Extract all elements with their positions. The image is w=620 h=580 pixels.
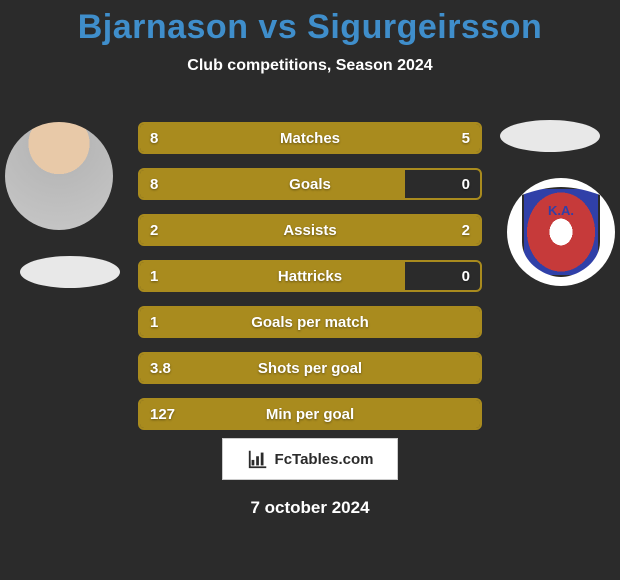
stat-label: Hattricks xyxy=(140,262,480,290)
stat-label: Goals per match xyxy=(140,308,480,336)
player-left-flag xyxy=(20,256,120,288)
stat-row: 2Assists2 xyxy=(138,214,482,246)
chart-icon xyxy=(247,448,269,470)
player-right-flag xyxy=(500,120,600,152)
stat-value-right: 0 xyxy=(462,262,470,290)
date-label: 7 october 2024 xyxy=(0,498,620,518)
stat-label: Min per goal xyxy=(140,400,480,428)
page-title: Bjarnason vs Sigurgeirsson xyxy=(0,0,620,47)
stat-row: 8Goals0 xyxy=(138,168,482,200)
subtitle: Club competitions, Season 2024 xyxy=(0,57,620,75)
stat-value-right: 0 xyxy=(462,170,470,198)
stat-label: Goals xyxy=(140,170,480,198)
stat-label: Assists xyxy=(140,216,480,244)
stat-label: Shots per goal xyxy=(140,354,480,382)
stat-row: 1Goals per match xyxy=(138,306,482,338)
stat-value-right: 5 xyxy=(462,124,470,152)
stat-row: 127Min per goal xyxy=(138,398,482,430)
brand-badge: FcTables.com xyxy=(222,438,398,480)
club-shield-icon xyxy=(522,187,600,277)
stat-label: Matches xyxy=(140,124,480,152)
player-right-club-badge xyxy=(507,178,615,286)
stat-value-right: 2 xyxy=(462,216,470,244)
brand-label: FcTables.com xyxy=(275,451,374,468)
stat-row: 8Matches5 xyxy=(138,122,482,154)
comparison-bars: 8Matches5 8Goals0 2Assists2 1Hattricks0 1Goa… xyxy=(138,122,482,444)
stat-row: 3.8Shots per goal xyxy=(138,352,482,384)
stat-row: 1Hattricks0 xyxy=(138,260,482,292)
player-left-avatar xyxy=(5,122,113,230)
